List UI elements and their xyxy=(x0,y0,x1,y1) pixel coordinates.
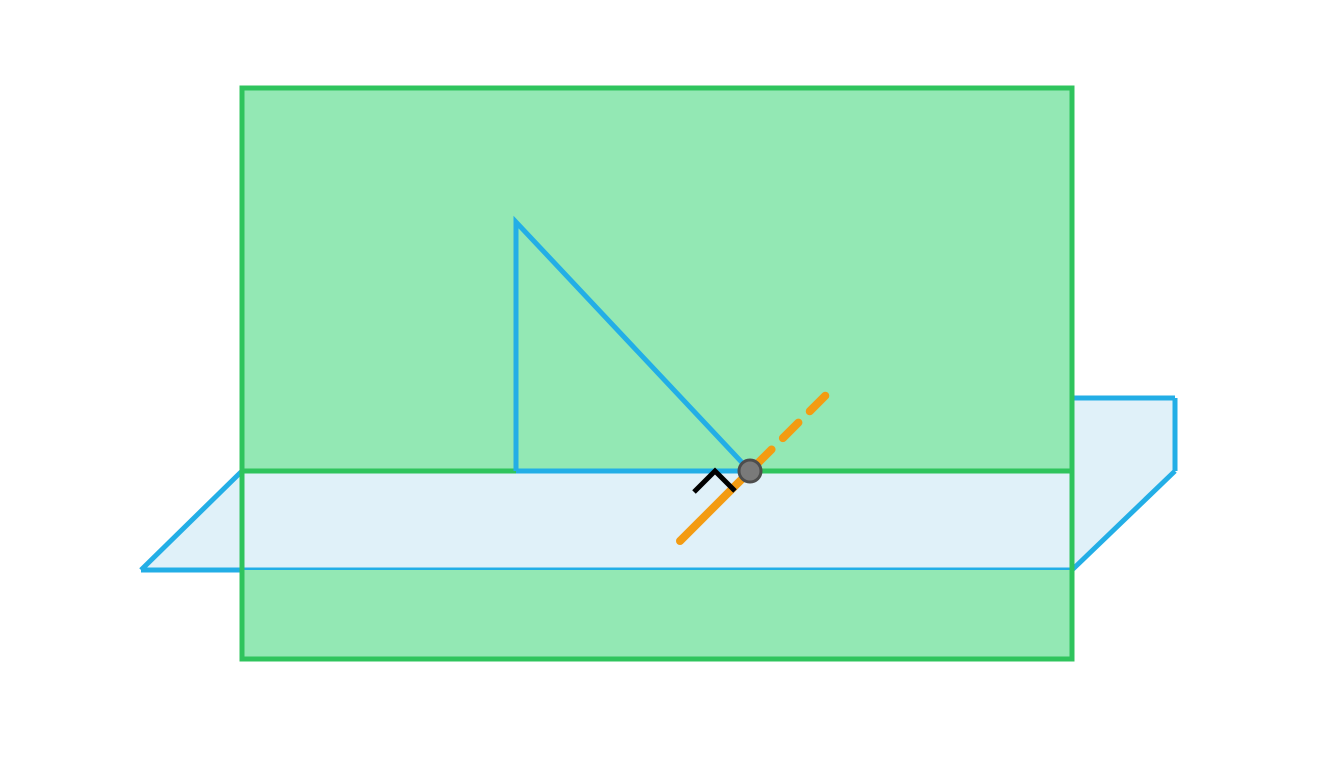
green-plane-front-lower xyxy=(242,570,1072,659)
intersection-point xyxy=(739,460,761,482)
blue-plane-front xyxy=(141,471,1175,570)
blue-plane-rear xyxy=(1072,398,1175,471)
geometry-diagram xyxy=(0,0,1320,780)
